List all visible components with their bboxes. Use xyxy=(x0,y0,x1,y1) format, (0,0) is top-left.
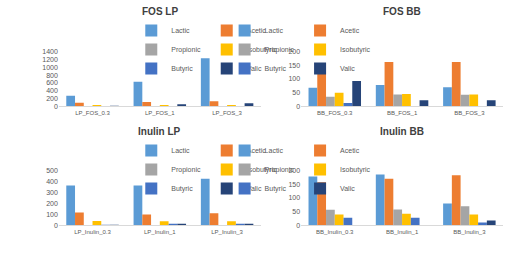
svg-text:Isobutyric: Isobutyric xyxy=(340,46,370,54)
svg-text:FOS LP: FOS LP xyxy=(142,6,178,17)
svg-text:100: 100 xyxy=(46,211,58,218)
svg-text:0: 0 xyxy=(296,103,300,110)
svg-text:Inulin LP: Inulin LP xyxy=(138,126,181,137)
svg-text:Propionic: Propionic xyxy=(265,46,295,54)
svg-text:1200: 1200 xyxy=(42,56,58,63)
svg-text:Isobutyric: Isobutyric xyxy=(246,166,277,174)
svg-text:Valic: Valic xyxy=(340,185,355,192)
svg-text:Valic: Valic xyxy=(340,65,355,72)
svg-text:Acetic: Acetic xyxy=(340,147,360,154)
svg-text:100: 100 xyxy=(288,75,300,82)
svg-text:200: 200 xyxy=(46,200,58,207)
svg-text:BB_Inulin_3: BB_Inulin_3 xyxy=(453,229,486,235)
svg-text:LP_FOS_3: LP_FOS_3 xyxy=(212,110,242,116)
svg-text:Butyric: Butyric xyxy=(171,185,193,193)
svg-text:0: 0 xyxy=(54,222,58,229)
svg-text:50: 50 xyxy=(292,208,300,215)
svg-text:Lactic: Lactic xyxy=(171,147,190,154)
svg-text:LP_Inulin_1: LP_Inulin_1 xyxy=(144,229,176,235)
svg-text:Isobutyric: Isobutyric xyxy=(246,46,277,54)
svg-text:LP_Inulin_3: LP_Inulin_3 xyxy=(211,229,243,235)
svg-text:400: 400 xyxy=(46,87,58,94)
svg-text:Propionic: Propionic xyxy=(171,46,201,54)
svg-text:400: 400 xyxy=(46,178,58,185)
svg-text:Propionic: Propionic xyxy=(265,166,295,174)
svg-text:300: 300 xyxy=(46,189,58,196)
svg-text:BB_FOS_1: BB_FOS_1 xyxy=(387,110,418,116)
svg-text:Acetic: Acetic xyxy=(340,27,360,34)
svg-text:100: 100 xyxy=(288,194,300,201)
svg-text:Acetic: Acetic xyxy=(246,27,266,35)
svg-text:Acetic: Acetic xyxy=(246,147,266,155)
svg-text:BB_FOS_3: BB_FOS_3 xyxy=(454,110,485,116)
svg-text:200: 200 xyxy=(288,48,301,55)
svg-text:Propionic: Propionic xyxy=(171,166,201,174)
svg-text:600: 600 xyxy=(46,79,58,86)
svg-text:Inulin BB: Inulin BB xyxy=(380,126,424,137)
svg-text:LP_FOS_0.3: LP_FOS_0.3 xyxy=(75,110,110,116)
svg-text:FOS BB: FOS BB xyxy=(383,6,421,17)
svg-text:800: 800 xyxy=(46,72,58,79)
svg-text:150: 150 xyxy=(288,62,300,69)
svg-text:1000: 1000 xyxy=(42,64,58,71)
svg-text:0: 0 xyxy=(296,222,300,229)
svg-text:0: 0 xyxy=(54,103,58,110)
svg-text:Butyric: Butyric xyxy=(171,65,193,73)
svg-text:LP_Inulin_0.3: LP_Inulin_0.3 xyxy=(74,229,111,235)
svg-text:200: 200 xyxy=(288,167,301,175)
svg-text:150: 150 xyxy=(288,181,300,188)
svg-text:Isobutyric: Isobutyric xyxy=(340,166,370,174)
svg-text:200: 200 xyxy=(46,95,58,102)
svg-text:BB_Inulin_1: BB_Inulin_1 xyxy=(386,229,419,235)
svg-text:Lactic: Lactic xyxy=(265,147,284,154)
svg-text:Valic: Valic xyxy=(246,65,262,73)
svg-text:Valic: Valic xyxy=(246,185,262,193)
svg-text:Lactic: Lactic xyxy=(171,27,190,34)
svg-text:Butyric: Butyric xyxy=(265,185,287,193)
svg-text:BB_FOS_0.3: BB_FOS_0.3 xyxy=(317,110,353,116)
svg-text:LP_FOS_1: LP_FOS_1 xyxy=(145,110,175,116)
svg-text:Butyric: Butyric xyxy=(265,65,287,73)
svg-text:1400: 1400 xyxy=(42,48,58,55)
svg-text:BB_Inulin_0.3: BB_Inulin_0.3 xyxy=(316,229,354,235)
svg-text:Lactic: Lactic xyxy=(265,27,284,34)
svg-text:50: 50 xyxy=(292,89,300,96)
svg-text:500: 500 xyxy=(46,167,58,174)
